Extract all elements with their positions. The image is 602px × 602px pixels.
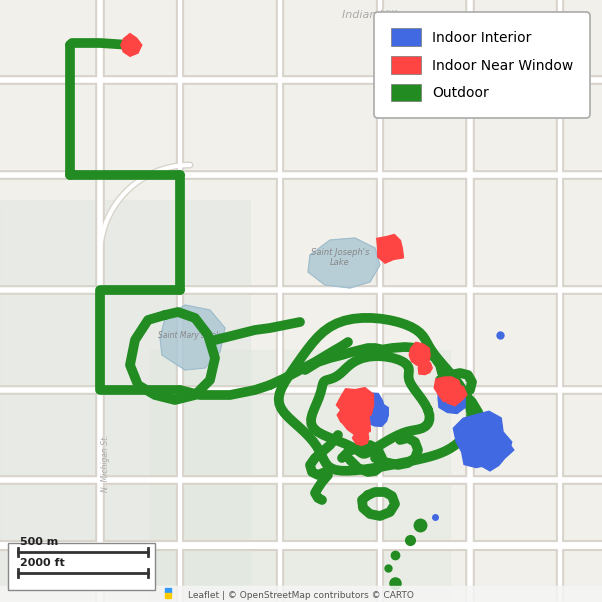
Polygon shape	[366, 403, 388, 426]
Text: 2000 ft: 2000 ft	[20, 558, 65, 568]
Polygon shape	[434, 377, 461, 402]
Polygon shape	[470, 427, 514, 471]
Bar	[150, 350, 450, 600]
Polygon shape	[160, 305, 225, 370]
Text: Indian Village: Indian Village	[342, 10, 418, 20]
Polygon shape	[409, 343, 430, 365]
Polygon shape	[353, 393, 385, 423]
Bar	[0, 200, 250, 600]
Polygon shape	[377, 235, 403, 263]
Text: Saint Joseph's
Lake: Saint Joseph's Lake	[311, 247, 369, 267]
Polygon shape	[121, 34, 142, 57]
Bar	[165, 588, 171, 593]
Text: Saint Mary's Lake: Saint Mary's Lake	[158, 331, 226, 340]
Polygon shape	[352, 430, 368, 445]
Text: 500 m: 500 m	[20, 537, 58, 547]
Polygon shape	[308, 238, 380, 288]
Polygon shape	[337, 388, 374, 423]
Polygon shape	[341, 407, 370, 436]
Text: Leaflet | © OpenStreetMap contributors © CARTO: Leaflet | © OpenStreetMap contributors ©…	[188, 592, 414, 601]
Text: N. Michigan St.: N. Michigan St.	[101, 435, 110, 492]
Bar	[165, 593, 171, 598]
Legend: Indoor Interior, Indoor Near Window, Outdoor: Indoor Interior, Indoor Near Window, Out…	[378, 16, 586, 114]
Polygon shape	[418, 362, 432, 374]
Bar	[8, 543, 155, 590]
Polygon shape	[453, 411, 512, 468]
Bar	[0, 586, 602, 602]
Polygon shape	[337, 406, 356, 424]
Polygon shape	[438, 380, 465, 414]
Polygon shape	[445, 385, 467, 406]
